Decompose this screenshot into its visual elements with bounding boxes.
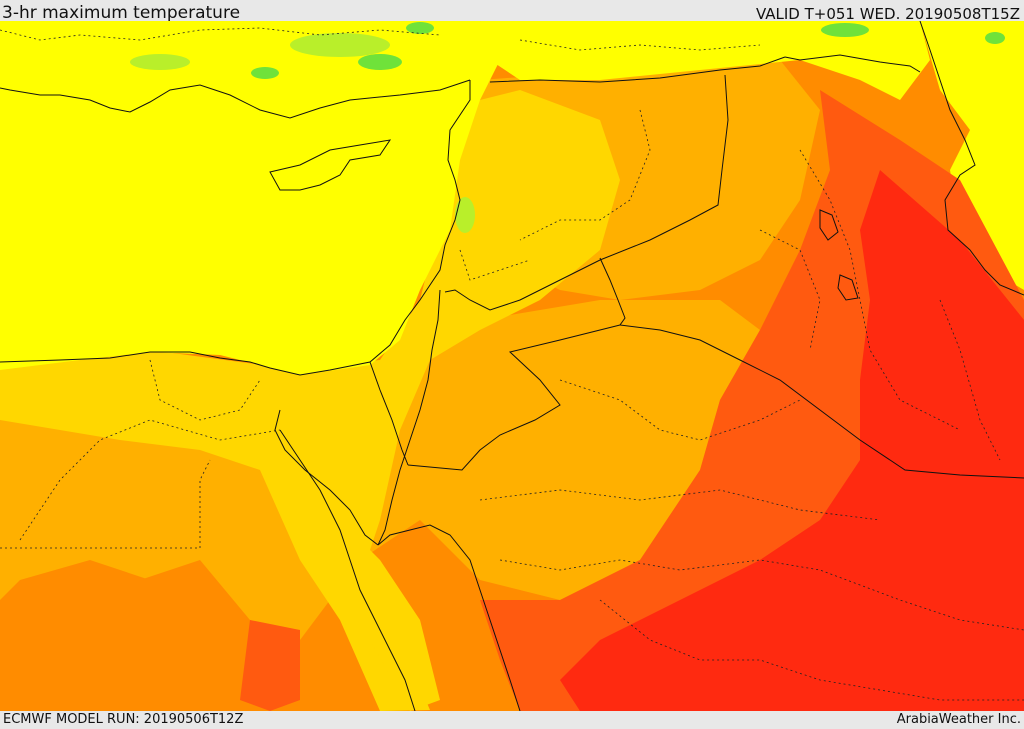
header-bar: 3-hr maximum temperature VALID T+051 WED… [0, 0, 1024, 23]
field-green-5 [985, 32, 1005, 44]
model-run-label: ECMWF MODEL RUN: 20190506T12Z [3, 712, 244, 727]
field-lightgreen-1 [290, 33, 390, 57]
temperature-map [0, 21, 1024, 711]
field-lightgreen-2 [130, 54, 190, 70]
credit-label: ArabiaWeather Inc. [896, 712, 1021, 727]
field-yellow-north [480, 21, 930, 100]
country-borders [369, 54, 1024, 479]
coastlines [0, 21, 1024, 711]
field-yellow-sea [0, 21, 500, 375]
field-yellow-redsea [270, 470, 440, 711]
footer-bar: ECMWF MODEL RUN: 20190506T12Z ArabiaWeat… [0, 711, 1024, 729]
field-dark-orange-sw [0, 560, 260, 711]
field-red [560, 170, 1024, 711]
field-green-1 [358, 54, 402, 70]
field-yellow-orange [0, 90, 620, 711]
field-green-3 [406, 22, 434, 34]
field-lightgreen-3 [455, 197, 475, 233]
map-title: 3-hr maximum temperature [2, 3, 241, 23]
valid-time-label: VALID T+051 WED. 20190508T15Z [755, 5, 1020, 23]
field-green-2 [251, 67, 279, 79]
admin-borders [0, 27, 1024, 701]
field-dark-orange-sw2 [240, 620, 300, 711]
field-yellow-ne [920, 21, 1024, 290]
field-green-4 [821, 23, 869, 37]
